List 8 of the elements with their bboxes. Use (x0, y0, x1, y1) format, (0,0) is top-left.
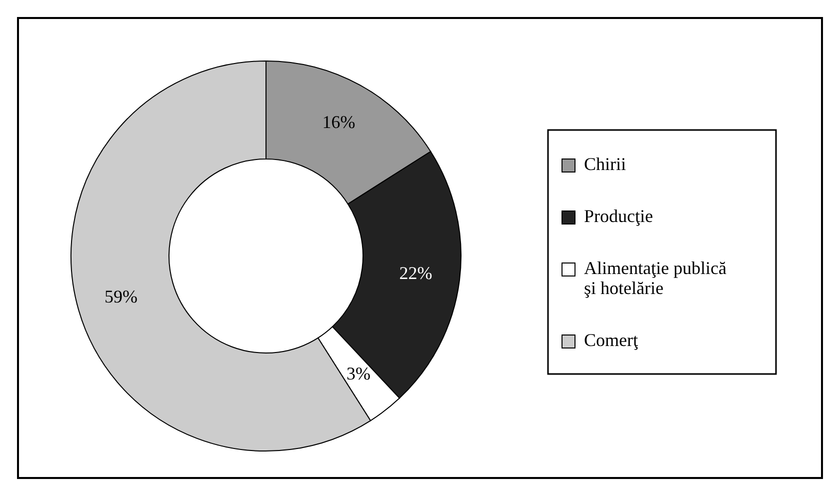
data-label: 22% (399, 263, 432, 284)
legend-label: Producţie (584, 206, 653, 226)
legend-label: Alimentaţie publică şi hotelărie (584, 258, 726, 298)
data-label: 3% (346, 363, 371, 384)
data-label: 59% (104, 286, 138, 306)
legend-label: Chirii (584, 154, 626, 174)
data-label: 16% (322, 112, 356, 132)
legend-label: Comerţ (584, 330, 638, 350)
